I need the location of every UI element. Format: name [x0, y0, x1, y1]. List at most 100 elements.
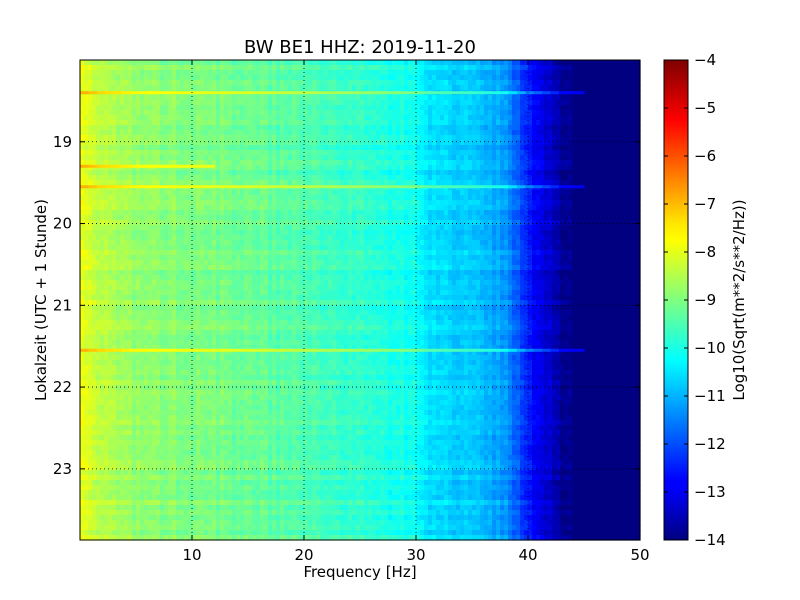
- heatmap-cell: [120, 410, 125, 416]
- heatmap-cell: [188, 520, 193, 526]
- heatmap-cell: [108, 435, 113, 441]
- heatmap-cell: [280, 65, 285, 71]
- heatmap-cell: [112, 315, 117, 321]
- heatmap-cell: [136, 60, 141, 66]
- heatmap-cell: [140, 315, 145, 321]
- heatmap-cell: [208, 120, 213, 126]
- heatmap-cell: [140, 60, 145, 66]
- heatmap-cell: [272, 495, 277, 501]
- heatmap-cell: [204, 520, 209, 526]
- heatmap-cell: [80, 470, 85, 476]
- heatmap-cell: [184, 410, 189, 416]
- heatmap-cell: [224, 65, 229, 71]
- heatmap-cell: [180, 145, 185, 151]
- heatmap-cell: [276, 280, 281, 286]
- heatmap-cell: [112, 275, 117, 281]
- heatmap-cell: [208, 455, 213, 461]
- heatmap-cell: [204, 310, 209, 316]
- heatmap-cell: [236, 160, 241, 166]
- heatmap-cell: [188, 535, 193, 541]
- heatmap-cell: [276, 340, 281, 346]
- heatmap-cell: [96, 490, 101, 496]
- heatmap-cell: [80, 330, 85, 336]
- heatmap-cell: [80, 100, 85, 106]
- heatmap-cell: [244, 510, 249, 516]
- heatmap-cell: [148, 385, 153, 391]
- heatmap-cell: [224, 420, 229, 426]
- heatmap-cell: [172, 230, 177, 236]
- heatmap-cell: [196, 485, 201, 491]
- heatmap-cell: [228, 340, 233, 346]
- heatmap-cell: [104, 210, 109, 216]
- heatmap-cell: [216, 530, 221, 536]
- heatmap-cell: [172, 115, 177, 121]
- heatmap-cell: [228, 250, 233, 256]
- heatmap-cell: [172, 495, 177, 501]
- heatmap-cell: [128, 135, 133, 141]
- heatmap-cell: [108, 500, 113, 506]
- heatmap-cell: [224, 440, 229, 446]
- heatmap-cell: [200, 365, 205, 371]
- heatmap-cell: [216, 220, 221, 226]
- heatmap-cell: [272, 535, 277, 541]
- heatmap-cell: [260, 405, 265, 411]
- heatmap-cell: [280, 315, 285, 321]
- heatmap-cell: [136, 240, 141, 246]
- heatmap-cell: [256, 155, 261, 161]
- heatmap-cell: [220, 485, 225, 491]
- heatmap-cell: [120, 140, 125, 146]
- heatmap-cell: [152, 410, 157, 416]
- heatmap-cell: [284, 345, 289, 351]
- heatmap-cell: [136, 370, 141, 376]
- heatmap-cell: [172, 310, 177, 316]
- heatmap-cell: [216, 510, 221, 516]
- heatmap-cell: [172, 150, 177, 156]
- heatmap-cell: [212, 230, 217, 236]
- heatmap-cell: [184, 250, 189, 256]
- heatmap-cell: [104, 105, 109, 111]
- heatmap-cell: [224, 310, 229, 316]
- heatmap-cell: [100, 120, 105, 126]
- heatmap-cell: [168, 390, 173, 396]
- heatmap-cell: [264, 440, 269, 446]
- heatmap-cell: [240, 435, 245, 441]
- heatmap-cell: [272, 250, 277, 256]
- heatmap-cell: [164, 145, 169, 151]
- heatmap-cell: [152, 75, 157, 81]
- heatmap-cell: [216, 390, 221, 396]
- heatmap-cell: [220, 260, 225, 266]
- heatmap-cell: [104, 465, 109, 471]
- heatmap-cell: [184, 160, 189, 166]
- heatmap-cell: [176, 60, 181, 66]
- heatmap-cell: [244, 245, 249, 251]
- heatmap-cell: [124, 245, 129, 251]
- heatmap-cell: [116, 505, 121, 511]
- heatmap-cell: [144, 405, 149, 411]
- heatmap-cell: [88, 375, 93, 381]
- heatmap-cell: [188, 240, 193, 246]
- heatmap-cell: [116, 425, 121, 431]
- heatmap-cell: [164, 130, 169, 136]
- heatmap-cell: [156, 225, 161, 231]
- heatmap-cell: [104, 250, 109, 256]
- heatmap-cell: [212, 295, 217, 301]
- heatmap-cell: [192, 350, 197, 356]
- heatmap-cell: [92, 70, 97, 76]
- heatmap-cell: [188, 200, 193, 206]
- heatmap-cell: [192, 530, 197, 536]
- heatmap-cell: [212, 315, 217, 321]
- heatmap-cell: [112, 415, 117, 421]
- heatmap-cell: [156, 265, 161, 271]
- heatmap-cell: [264, 320, 269, 326]
- heatmap-cell: [168, 440, 173, 446]
- heatmap-cell: [104, 480, 109, 486]
- heatmap-cell: [236, 265, 241, 271]
- heatmap-cell: [252, 345, 257, 351]
- heatmap-cell: [192, 135, 197, 141]
- heatmap-cell: [264, 195, 269, 201]
- heatmap-cell: [96, 190, 101, 196]
- heatmap-cell: [116, 360, 121, 366]
- heatmap-cell: [116, 275, 121, 281]
- heatmap-cell: [96, 70, 101, 76]
- heatmap-cell: [232, 295, 237, 301]
